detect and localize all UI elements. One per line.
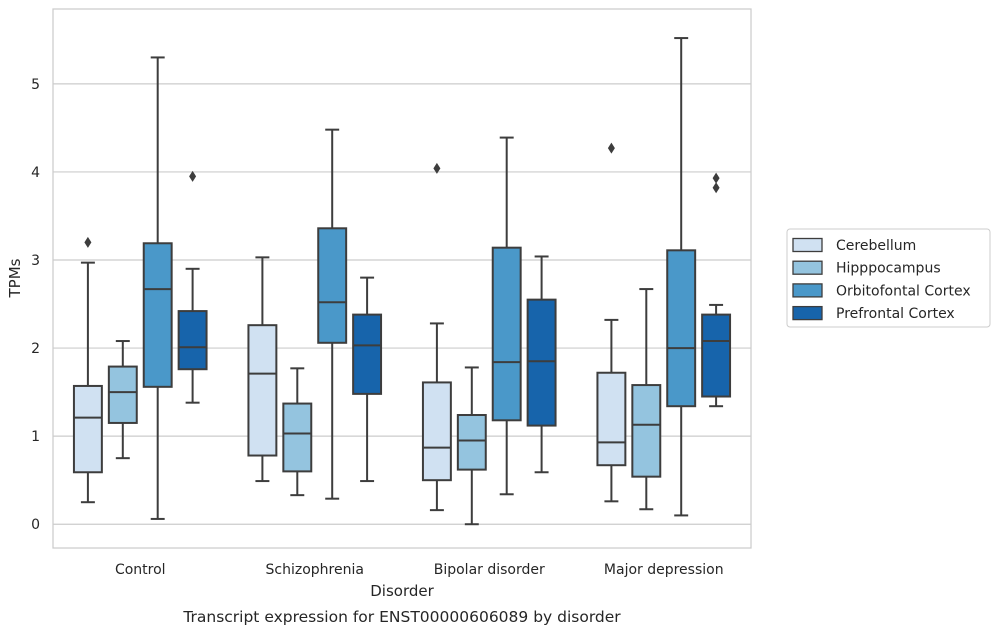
x-axis-ticks: Control Schizophrenia Bipolar disorder Majo…	[115, 562, 724, 578]
outlier-point	[712, 172, 720, 184]
legend-label: Prefrontal Cortex	[836, 306, 955, 322]
plot-frame	[52, 8, 752, 549]
box-iqr	[107, 365, 138, 424]
x-axis-label: Disorder	[370, 582, 434, 600]
box-iqr	[352, 313, 383, 395]
figure-caption: Transcript expression for ENST0000060608…	[182, 608, 621, 626]
y-axis-label: TPMs	[6, 258, 24, 298]
box-series	[72, 37, 732, 526]
outlier-point	[433, 162, 441, 174]
box-orbitofontal-cortex	[142, 56, 173, 520]
box-prefrontal-cortex	[701, 172, 732, 408]
y-tick-label: 1	[31, 429, 40, 445]
box-iqr	[317, 227, 348, 344]
box-cerebellum	[72, 236, 103, 504]
outlier-point	[607, 142, 615, 154]
box-iqr	[177, 310, 208, 371]
y-tick-label: 2	[31, 341, 40, 357]
box-cerebellum	[247, 256, 278, 483]
y-tick-label: 0	[31, 517, 40, 533]
box-hipppocampus	[107, 340, 138, 460]
x-tick-label: Schizophrenia	[266, 562, 364, 578]
legend: Cerebellum Hipppocampus Orbitofontal Corte…	[786, 228, 991, 328]
box-iqr	[421, 381, 452, 482]
y-tick-label: 4	[31, 165, 40, 181]
box-iqr	[142, 242, 173, 388]
legend-swatch	[792, 283, 823, 298]
box-iqr	[701, 313, 732, 398]
outlier-point	[712, 182, 720, 194]
x-tick-label: Control	[115, 562, 166, 578]
box-iqr	[666, 249, 697, 408]
box-cerebellum	[421, 162, 452, 512]
outlier-point	[84, 236, 92, 248]
box-orbitofontal-cortex	[666, 37, 697, 517]
x-tick-label: Major depression	[604, 562, 724, 578]
box-hipppocampus	[631, 288, 662, 511]
legend-swatch	[792, 305, 823, 321]
legend-frame	[786, 228, 991, 328]
outlier-point	[189, 170, 197, 182]
box-iqr	[631, 384, 662, 478]
y-tick-label: 5	[31, 77, 40, 93]
box-hipppocampus	[282, 367, 313, 497]
legend-swatch	[792, 260, 823, 275]
box-orbitofontal-cortex	[491, 136, 522, 496]
legend-label: Hipppocampus	[836, 261, 941, 277]
legend-label: Orbitofontal Cortex	[836, 283, 971, 299]
box-iqr	[72, 384, 103, 474]
box-cerebellum	[596, 142, 627, 503]
box-iqr	[526, 298, 557, 427]
x-tick-label: Bipolar disorder	[434, 562, 545, 578]
box-iqr	[282, 402, 313, 473]
box-iqr	[247, 324, 278, 457]
y-axis-ticks: 0 1 2 3 4 5	[31, 77, 40, 533]
box-prefrontal-cortex	[352, 276, 383, 483]
y-tick-label: 3	[31, 253, 40, 269]
legend-swatch	[792, 237, 823, 253]
box-iqr	[596, 371, 627, 467]
box-iqr	[456, 414, 487, 471]
box-hipppocampus	[456, 366, 487, 526]
legend-label: Cerebellum	[836, 238, 916, 254]
box-iqr	[491, 246, 522, 422]
box-prefrontal-cortex	[526, 255, 557, 474]
box-orbitofontal-cortex	[317, 128, 348, 500]
box-prefrontal-cortex	[177, 170, 208, 404]
